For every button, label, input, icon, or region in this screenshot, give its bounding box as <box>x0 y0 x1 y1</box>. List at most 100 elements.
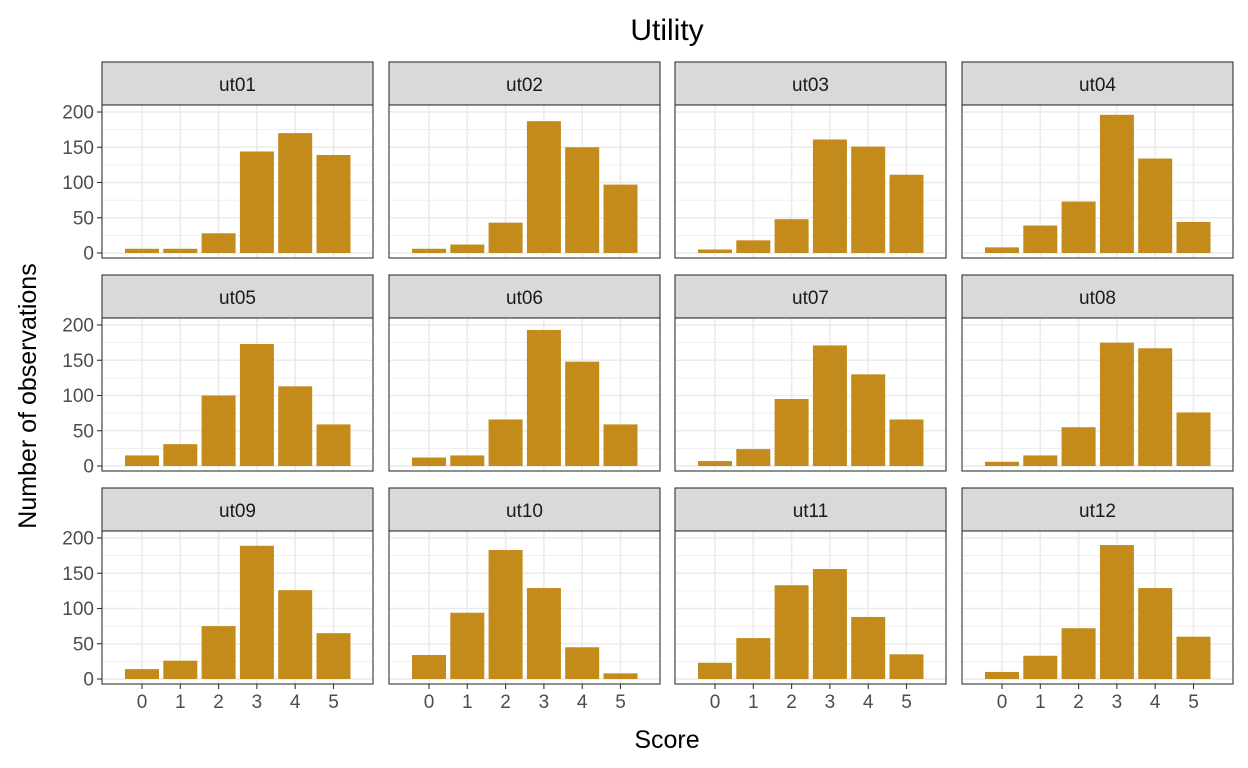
facet-panel: ut08 <box>961 274 1234 472</box>
bar <box>736 638 771 679</box>
bar <box>201 233 236 253</box>
panel-border <box>388 104 661 259</box>
facet-strip <box>674 61 947 106</box>
x-tick-label: 5 <box>901 692 912 713</box>
bar <box>125 669 159 679</box>
panel-border <box>674 317 947 472</box>
bar <box>163 248 198 253</box>
bar <box>201 395 236 466</box>
facet-panel: ut10 0 1 2 3 4 5 <box>388 487 661 713</box>
facet-panel: ut05 0 50 100 150 200 <box>62 274 374 478</box>
y-tick-label: 50 <box>73 634 94 655</box>
facet-strip-label: ut06 <box>506 288 543 309</box>
bar <box>603 184 638 253</box>
bar <box>412 655 446 679</box>
x-tick-label: 1 <box>462 692 473 713</box>
facet-strip-label: ut01 <box>219 75 256 96</box>
x-tick-label: 1 <box>1035 692 1046 713</box>
panel-border <box>101 317 374 472</box>
bar <box>1138 588 1173 679</box>
bar <box>1176 636 1211 679</box>
bar <box>526 121 561 253</box>
bar <box>278 133 313 253</box>
bar <box>125 248 159 253</box>
panel-border <box>101 530 374 685</box>
x-tick-label: 0 <box>137 692 148 713</box>
facet-strip <box>674 274 947 319</box>
bar <box>812 139 847 253</box>
bar <box>851 616 886 679</box>
bar <box>1061 201 1096 253</box>
y-tick-label: 200 <box>62 103 94 124</box>
bar <box>603 673 638 679</box>
panel-border <box>961 317 1234 472</box>
y-tick-label: 200 <box>62 316 94 337</box>
facet-panel: ut07 <box>674 274 947 472</box>
y-tick-label: 150 <box>62 351 94 372</box>
facet-strip-label: ut02 <box>506 75 543 96</box>
x-axis-title: Score <box>634 726 699 754</box>
y-tick-label: 100 <box>62 386 94 407</box>
bar <box>488 549 523 679</box>
y-tick-label: 50 <box>73 421 94 442</box>
x-tick-label: 3 <box>252 692 263 713</box>
facet-strip <box>961 274 1234 319</box>
x-tick-label: 2 <box>500 692 511 713</box>
x-tick-label: 5 <box>328 692 339 713</box>
bar <box>851 146 886 253</box>
bar <box>565 147 600 253</box>
x-tick-label: 3 <box>539 692 550 713</box>
x-tick-label: 4 <box>863 692 874 713</box>
bar <box>565 361 600 466</box>
bar <box>1023 225 1058 253</box>
panel-border <box>388 530 661 685</box>
x-tick-label: 1 <box>175 692 186 713</box>
facet-strip-label: ut11 <box>793 501 829 522</box>
bar <box>985 247 1019 253</box>
facet-strip <box>674 487 947 532</box>
bar <box>1099 114 1134 253</box>
facet-panel: ut01 0 50 100 150 200 <box>62 61 374 265</box>
facet-panel: ut02 <box>388 61 661 259</box>
bar <box>239 545 274 679</box>
bar <box>1099 545 1134 679</box>
bar <box>603 424 638 466</box>
bar <box>316 424 351 466</box>
bar <box>125 455 159 466</box>
panel-border <box>961 104 1234 259</box>
bar <box>450 244 485 253</box>
facet-strip-label: ut10 <box>506 501 543 522</box>
bar <box>1176 221 1211 253</box>
bar <box>163 660 198 679</box>
y-axis-title: Number of observations <box>14 263 42 528</box>
facet-strip-label: ut09 <box>219 501 256 522</box>
bar <box>812 345 847 466</box>
bar <box>412 248 446 253</box>
bar <box>1176 412 1211 466</box>
facet-panel: ut04 <box>961 61 1234 259</box>
facet-strip <box>388 61 661 106</box>
bar <box>488 222 523 253</box>
bar <box>316 155 351 253</box>
facet-strip-label: ut04 <box>1079 75 1116 96</box>
y-tick-label: 150 <box>62 564 94 585</box>
bar <box>774 219 809 253</box>
facet-strip <box>961 61 1234 106</box>
facet-panel: ut09 0 50 100 150 200 0 1 2 3 4 5 <box>62 487 374 713</box>
bar <box>201 626 236 679</box>
bar <box>488 419 523 466</box>
bar <box>736 240 771 253</box>
y-tick-label: 0 <box>83 670 94 691</box>
bar <box>851 374 886 466</box>
x-tick-label: 2 <box>1073 692 1084 713</box>
bar <box>278 386 313 466</box>
bar <box>526 588 561 679</box>
bar <box>239 344 274 466</box>
x-tick-label: 4 <box>1150 692 1161 713</box>
bar <box>1061 427 1096 466</box>
x-tick-label: 0 <box>424 692 435 713</box>
facet-strip <box>101 274 374 319</box>
bar <box>278 590 313 679</box>
facet-strip-label: ut08 <box>1079 288 1116 309</box>
bar <box>1061 628 1096 679</box>
